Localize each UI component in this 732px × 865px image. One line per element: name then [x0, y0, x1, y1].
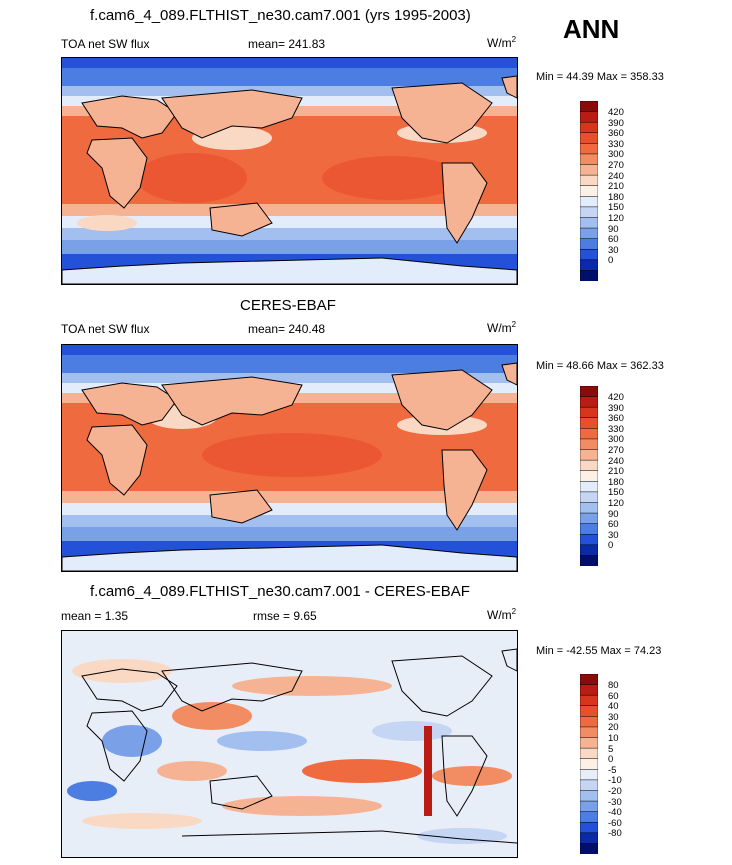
panel3-colorbar-swatch — [579, 843, 599, 855]
panel1-colorbar-swatch — [579, 132, 599, 145]
panel1-colorbar-swatch — [579, 143, 599, 155]
panel2-colorbar-swatch — [579, 438, 599, 451]
panel3-colorbar-swatch — [579, 832, 599, 845]
panel3-units: W/m2 — [487, 607, 517, 622]
panel2-colorbar-swatch — [579, 449, 599, 461]
panel2-title: CERES-EBAF — [240, 297, 336, 314]
panel1-colorbar-swatch — [579, 196, 599, 208]
panel1-colorbar-swatch — [579, 153, 599, 166]
panel2-colorbar-swatch — [579, 406, 599, 419]
panel1-colorbar-swatch — [579, 206, 599, 219]
panel2-colorbar-swatch — [579, 491, 599, 504]
panel2-colorbar-swatch — [579, 481, 599, 493]
panel3-colorbar-swatch — [579, 747, 599, 760]
panel2-colorbar-swatch — [579, 385, 599, 398]
panel2-colorbar-swatch — [579, 555, 599, 567]
panel2-colorbar — [579, 385, 599, 567]
panel3-colorbar-swatch — [579, 705, 599, 718]
panel1-colorbar-swatch — [579, 111, 599, 123]
panel1-colorbar-swatch — [579, 270, 599, 282]
panel3-colorbar-swatch — [579, 737, 599, 749]
panel2-colorbar-swatch — [579, 396, 599, 408]
panel2-variable-label: TOA net SW flux — [61, 322, 150, 336]
panel1-colorbar-swatch — [579, 185, 599, 198]
panel1-colorbar-swatch — [579, 248, 599, 261]
panel1-min-max: Min = 44.39 Max = 358.33 — [536, 71, 664, 83]
panel1-units: W/m2 — [487, 35, 517, 50]
panel2-colorbar-swatch — [579, 523, 599, 535]
panel3-colorbar-labels: 80 60 40 30 20 10 5 0 -5 -10 -20 -30 -40 -60 -80 — [608, 680, 622, 840]
panel2-min-max: Min = 48.66 Max = 362.33 — [536, 360, 664, 372]
panel2-colorbar-labels: 420 390 360 330 300 270 240 210 180 150 120 90 60 30 0 — [608, 392, 624, 552]
panel3-colorbar-swatch — [579, 779, 599, 792]
panel3-colorbar-swatch — [579, 758, 599, 771]
panel2-colorbar-swatch — [579, 512, 599, 525]
panel1-colorbar-swatch — [579, 227, 599, 240]
panel3-colorbar-swatch — [579, 694, 599, 707]
panel2-colorbar-swatches — [579, 385, 599, 567]
panel3-colorbar-swatch — [579, 790, 599, 802]
panel3-colorbar — [579, 673, 599, 855]
panel2-colorbar-swatch — [579, 459, 599, 472]
panel1-map — [61, 57, 518, 285]
panel3-colorbar-swatches — [579, 673, 599, 855]
panel3-colorbar-swatch — [579, 726, 599, 739]
panel1-map-field — [62, 58, 517, 284]
panel1-colorbar-swatch — [579, 164, 599, 176]
panel2-colorbar-swatch — [579, 428, 599, 440]
panel1-colorbar-swatch — [579, 238, 599, 250]
panel3-title: f.cam6_4_089.FLTHIST_ne30.cam7.001 - CER… — [90, 583, 470, 600]
panel3-colorbar-swatch — [579, 811, 599, 823]
panel3-colorbar-swatch — [579, 769, 599, 781]
panel3-mean-label: mean = 1.35 — [61, 609, 129, 623]
panel3-colorbar-swatch — [579, 673, 599, 686]
panel3-colorbar-swatch — [579, 821, 599, 834]
panel2-map — [61, 344, 518, 572]
panel1-colorbar-swatches — [579, 100, 599, 282]
panel1-colorbar-swatch — [579, 121, 599, 134]
panel2-colorbar-swatch — [579, 417, 599, 430]
panel1-mean-label: mean= 241.83 — [248, 37, 326, 51]
panel3-map — [61, 630, 518, 858]
panel2-colorbar-swatch — [579, 533, 599, 546]
season-label: ANN — [563, 14, 620, 44]
panel3-min-max: Min = -42.55 Max = 74.23 — [536, 645, 662, 657]
panel1-colorbar-swatch — [579, 259, 599, 272]
panel1-colorbar-labels: 420 390 360 330 300 270 240 210 180 150 120 90 60 30 0 — [608, 107, 624, 267]
panel3-colorbar-swatch — [579, 716, 599, 728]
panel2-colorbar-swatch — [579, 502, 599, 514]
panel1-title: f.cam6_4_089.FLTHIST_ne30.cam7.001 (yrs … — [90, 7, 471, 24]
panel2-mean-label: mean= 240.48 — [248, 322, 326, 336]
panel2-units: W/m2 — [487, 320, 517, 335]
panel2-colorbar-swatch — [579, 544, 599, 557]
panel1-colorbar — [579, 100, 599, 282]
panel2-colorbar-swatch — [579, 470, 599, 483]
panel1-colorbar-swatch — [579, 217, 599, 229]
panel3-rmse-label: rmse = 9.65 — [253, 609, 317, 623]
panel3-map-field — [62, 631, 517, 857]
panel1-variable-label: TOA net SW flux — [61, 37, 150, 51]
panel1-colorbar-swatch — [579, 174, 599, 187]
panel3-colorbar-swatch — [579, 800, 599, 813]
panel2-map-field — [62, 345, 517, 571]
panel3-colorbar-swatch — [579, 684, 599, 696]
panel1-colorbar-swatch — [579, 100, 599, 113]
